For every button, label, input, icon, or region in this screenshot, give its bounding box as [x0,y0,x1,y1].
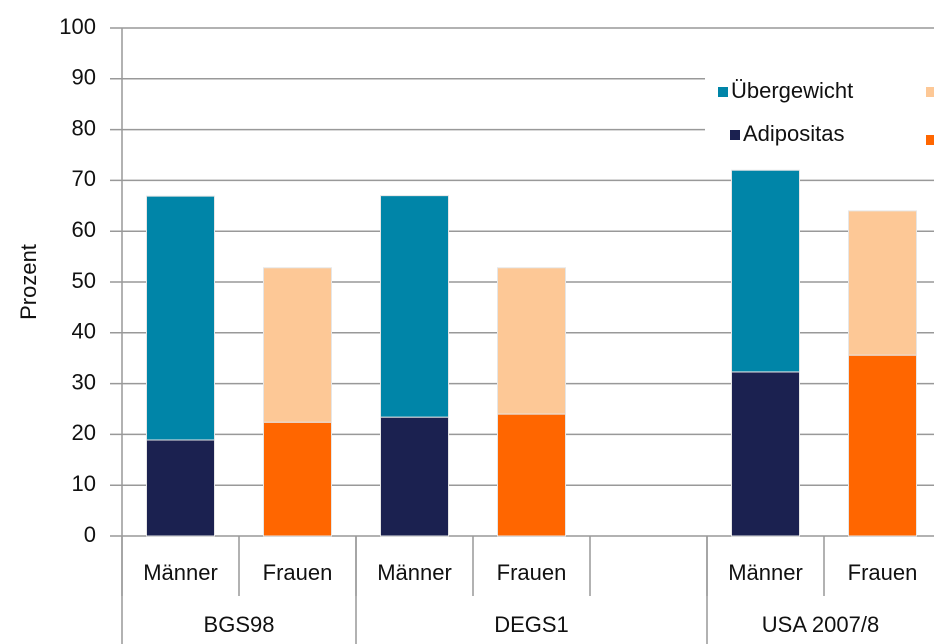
bar-segment [731,371,800,537]
bar-segment [380,416,449,537]
x-tick-label: Frauen [263,560,333,585]
bar-segment [263,421,332,537]
y-tick-label: 40 [72,319,96,344]
legend-label: Übergewicht [731,78,853,103]
y-tick-label: 80 [72,115,96,140]
y-tick-label: 10 [72,471,96,496]
legend-swatch [730,130,740,140]
bar-segment [263,267,332,423]
y-tick-label: 20 [72,420,96,445]
y-axis-label: Prozent [16,244,41,320]
bar-segment [848,210,917,356]
bar-segment [731,169,800,373]
bar-segment [497,413,566,537]
x-tick-label: Frauen [848,560,918,585]
x-tick-label: Männer [377,560,452,585]
x-tick-label: Männer [728,560,803,585]
y-tick-label: 90 [72,65,96,90]
x-tick-label: Männer [143,560,218,585]
group-label: BGS98 [204,612,275,637]
y-tick-label: 0 [84,522,96,547]
legend-swatch [926,87,934,97]
group-label: DEGS1 [494,612,569,637]
bar-segment [848,354,917,537]
bar-segment [497,267,566,415]
group-label: USA 2007/8 [762,612,879,637]
legend-box [705,62,934,152]
y-tick-label: 50 [72,268,96,293]
legend-swatch [926,135,934,145]
bar-segment [146,439,215,537]
bar-segment [380,195,449,418]
y-tick-label: 70 [72,166,96,191]
y-tick-label: 100 [59,14,96,39]
legend-swatch [718,87,728,97]
bar-segment [146,195,215,441]
y-tick-label: 60 [72,217,96,242]
x-tick-label: Frauen [497,560,567,585]
legend-label: Adipositas [743,121,845,146]
y-tick-label: 30 [72,369,96,394]
